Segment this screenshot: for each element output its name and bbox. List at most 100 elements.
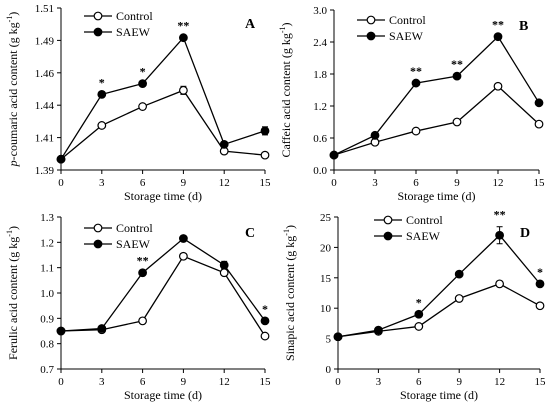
x-tick-label: 6 — [413, 177, 419, 189]
legend-label-control: Control — [406, 213, 443, 227]
x-tick-label: 9 — [456, 376, 462, 388]
data-point-saew — [260, 126, 270, 136]
panel-letter: D — [520, 226, 530, 241]
data-point-control — [411, 126, 421, 136]
data-point-control — [452, 117, 462, 127]
y-tick-label: 1.8 — [313, 69, 327, 81]
x-tick-label: 6 — [140, 177, 146, 189]
series-line-control — [60, 255, 266, 337]
significance-mark: ** — [137, 254, 149, 268]
data-point-saew — [535, 279, 545, 289]
significance-mark: * — [262, 302, 268, 316]
significance-mark: ** — [494, 208, 506, 222]
x-tick-label: 12 — [219, 376, 230, 388]
data-point-saew — [329, 150, 339, 160]
series-line-control — [60, 89, 266, 160]
y-tick-label: 0.8 — [40, 339, 54, 351]
legend-label-saew: SAEW — [116, 237, 151, 251]
data-point-saew — [138, 268, 148, 278]
data-point-control — [138, 316, 148, 326]
data-point-control — [260, 150, 270, 160]
y-tick-label: 1.39 — [35, 165, 55, 177]
data-point-control — [97, 121, 107, 130]
data-point-control — [219, 268, 229, 278]
panel-letter: C — [245, 226, 255, 241]
data-point-control — [454, 294, 464, 303]
y-tick-label: 1.51 — [35, 3, 54, 15]
legend-label-saew: SAEW — [389, 29, 424, 43]
y-tick-label: 5 — [326, 334, 332, 346]
panel-b: 0.0 0.6 1.2 1.8 2.4 3.0 0 3 6 9 12 15 Storage time (… — [278, 5, 545, 203]
series-line-control — [333, 85, 540, 156]
x-tick-label: 15 — [535, 376, 547, 388]
legend-marker — [93, 223, 103, 233]
legend-label-control: Control — [389, 13, 426, 27]
data-point-control — [414, 322, 424, 331]
data-point-saew — [333, 332, 343, 342]
series-line-saew — [333, 35, 540, 156]
x-tick-label: 6 — [140, 376, 146, 388]
y-tick-label: 1.44 — [35, 100, 55, 112]
data-point-saew — [493, 32, 503, 42]
series-line-saew — [60, 237, 266, 332]
legend-label-control: Control — [116, 9, 153, 23]
significance-mark: ** — [410, 64, 422, 78]
y-tick-label: 0 — [326, 364, 332, 376]
legend-marker — [93, 27, 103, 37]
panel-letter: A — [245, 17, 256, 32]
legend-marker — [93, 11, 103, 21]
x-tick-label: 6 — [416, 376, 422, 388]
data-point-saew — [219, 139, 229, 149]
data-point-control — [534, 119, 544, 129]
legend-marker — [383, 215, 393, 225]
x-tick-label: 0 — [58, 376, 64, 388]
data-point-saew — [411, 78, 421, 88]
y-tick-label: 1.46 — [35, 68, 55, 80]
significance-mark: ** — [177, 19, 189, 33]
panel-a: 1.39 1.41 1.44 1.46 1.49 1.51 0 3 6 9 12 15 Storage … — [5, 3, 271, 203]
x-tick-label: 0 — [58, 177, 64, 189]
series-line-control — [337, 283, 541, 338]
data-point-saew — [97, 324, 107, 333]
y-tick-label: 1.2 — [40, 237, 54, 249]
y-axis-label: Caffeic acid content (g kg-1) — [278, 22, 293, 157]
data-point-saew — [374, 325, 383, 335]
y-tick-label: 1.49 — [35, 35, 55, 47]
x-tick-label: 15 — [260, 376, 272, 388]
data-point-saew — [56, 326, 66, 336]
y-tick-label: 20 — [320, 242, 332, 254]
x-tick-label: 9 — [454, 177, 460, 189]
data-point-control — [495, 279, 505, 289]
y-tick-label: 15 — [320, 273, 332, 285]
x-tick-label: 12 — [494, 376, 505, 388]
x-tick-label: 12 — [493, 177, 504, 189]
legend-marker — [93, 239, 103, 249]
x-axis-label: Storage time (d) — [400, 388, 478, 402]
y-tick-label: 1.3 — [40, 212, 54, 224]
legend-label-saew: SAEW — [116, 25, 151, 39]
y-tick-label: 25 — [320, 212, 332, 224]
x-tick-label: 3 — [99, 376, 105, 388]
series-line-saew — [60, 36, 266, 160]
data-point-control — [138, 102, 148, 111]
y-tick-label: 1.2 — [313, 101, 327, 113]
data-point-saew — [219, 260, 229, 270]
data-point-saew — [452, 71, 462, 81]
data-point-saew — [495, 230, 505, 240]
legend-label-saew: SAEW — [406, 229, 441, 243]
data-point-saew — [56, 154, 66, 164]
x-tick-label: 15 — [534, 177, 546, 189]
data-point-control — [260, 331, 270, 341]
y-axis-label: Sinapic acid content (g kg-1) — [282, 225, 297, 361]
significance-mark: ** — [451, 57, 463, 71]
y-tick-label: 1.41 — [35, 133, 54, 145]
data-point-saew — [454, 269, 464, 279]
x-tick-label: 3 — [376, 376, 382, 388]
legend-marker — [366, 15, 376, 25]
y-tick-label: 0.7 — [40, 364, 54, 376]
significance-mark: * — [416, 295, 422, 309]
data-point-saew — [534, 98, 544, 108]
data-point-saew — [260, 316, 270, 326]
x-axis-label: Storage time (d) — [124, 388, 202, 402]
